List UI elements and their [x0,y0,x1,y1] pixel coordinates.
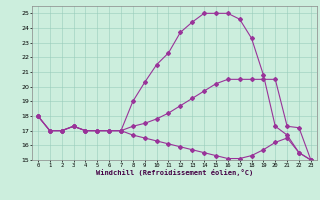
X-axis label: Windchill (Refroidissement éolien,°C): Windchill (Refroidissement éolien,°C) [96,169,253,176]
